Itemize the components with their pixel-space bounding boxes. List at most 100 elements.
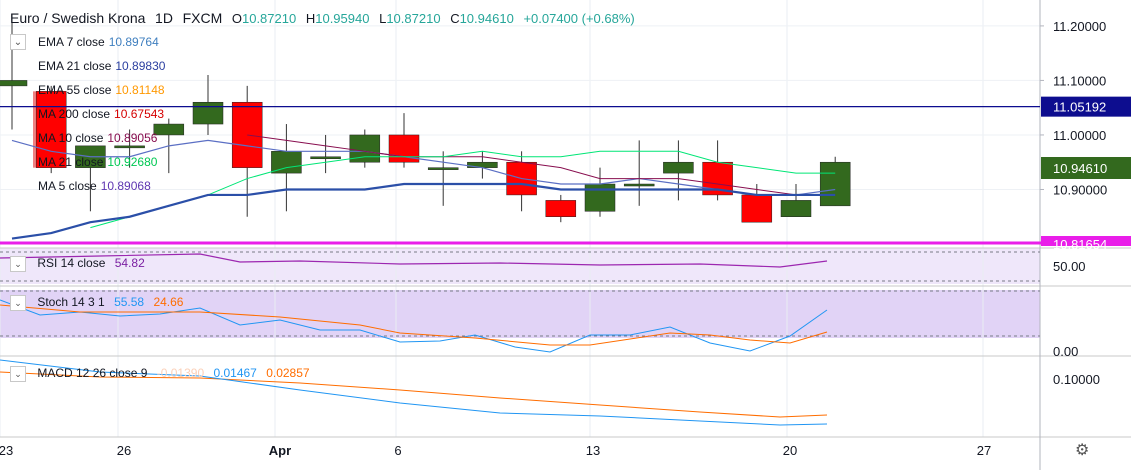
candle-body [153, 123, 185, 136]
legend-item[interactable]: MA 10 close 10.89056 [38, 131, 157, 145]
candle-body [192, 101, 224, 125]
rsi-tick-label: 50.00 [1053, 259, 1086, 274]
price-tick-label: 11.10000 [1053, 73, 1106, 88]
h-label: H [305, 11, 316, 26]
exchange: FXCM [182, 10, 223, 26]
last-price-box [1041, 157, 1131, 179]
stoch-k-line [0, 299, 828, 353]
ma10-line [247, 134, 836, 196]
candle-body [388, 134, 420, 163]
macd-collapse-button[interactable]: ⌄ [10, 366, 26, 382]
rsi-line [0, 253, 828, 268]
legend-item-value: 10.89830 [115, 59, 166, 73]
legend-item[interactable]: MA 21 close 10.92680 [38, 155, 157, 169]
candle-body [623, 183, 655, 187]
candle-body [35, 91, 67, 168]
legend-item-value: 10.89056 [107, 131, 158, 145]
interval[interactable]: 1D [155, 10, 173, 26]
stoch-legend: ⌄ Stoch 14 3 1 55.58 24.66 [10, 295, 183, 311]
macd-label[interactable]: MACD 12 26 close 9 [37, 366, 148, 381]
plot-background [0, 0, 1040, 470]
legend-item[interactable]: MA 5 close 10.89068 [38, 179, 151, 193]
rsi-collapse-button[interactable]: ⌄ [10, 256, 26, 272]
time-axis-label: 27 [977, 443, 991, 458]
candle-body [584, 183, 616, 212]
o-label: O [231, 11, 242, 26]
legend-item-label: EMA 21 close [38, 59, 112, 73]
macd-legend: ⌄ MACD 12 26 close 9 -0.01390 0.01467 0.… [10, 366, 310, 382]
candle-body [741, 194, 773, 223]
rsi-label[interactable]: RSI 14 close [37, 256, 106, 271]
change-value: +0.07400 (+0.68%) [523, 11, 635, 26]
l-label: L [379, 11, 387, 26]
legend-item-label: MA 10 close [38, 131, 104, 145]
legend-item-value: 10.89068 [100, 179, 151, 193]
stoch-d-value: 24.66 [153, 295, 184, 310]
magenta-price-box [1041, 236, 1131, 246]
symbol-name[interactable]: Euro / Swedish Krona [10, 10, 146, 26]
legend-item-value: 10.89764 [108, 35, 159, 49]
symbol-header: Euro / Swedish Krona 1D FXCM O10.87210 H… [10, 10, 635, 26]
legend-item-label: EMA 55 close [38, 83, 112, 97]
candle-body [467, 161, 498, 168]
macd-line [0, 359, 828, 426]
time-axis-label: 23 [0, 443, 13, 458]
legend-item[interactable]: EMA 7 close 10.89764 [38, 35, 159, 49]
legend-item[interactable]: EMA 21 close 10.89830 [38, 59, 165, 73]
rsi-legend: ⌄ RSI 14 close 54.82 [10, 256, 145, 272]
macd-tick-label: 0.10000 [1053, 372, 1100, 387]
time-axis-label: 6 [394, 443, 401, 458]
stoch-collapse-button[interactable]: ⌄ [10, 295, 26, 311]
legend-item-label: MA 21 close [38, 155, 104, 169]
last-price-label: 10.94610 [1053, 161, 1107, 176]
legend-item-value: 10.92680 [107, 155, 158, 169]
legend-item-label: MA 200 close [38, 107, 111, 121]
hline-price-label: 11.05192 [1053, 100, 1106, 115]
candle-body [663, 161, 694, 174]
macd-v2-value: 0.02857 [266, 366, 310, 381]
legend-item-value: 10.67543 [114, 107, 165, 121]
o-value: 10.87210 [241, 11, 297, 26]
l-value: 10.87210 [386, 11, 441, 26]
candle-body [310, 156, 341, 160]
legend-item[interactable]: EMA 55 close 10.81148 [38, 83, 165, 97]
rsi-value: 54.82 [114, 256, 145, 271]
time-axis-label: 26 [117, 443, 131, 458]
time-axis-label: 20 [783, 443, 797, 458]
rsi-band [0, 248, 1040, 284]
stoch-label[interactable]: Stoch 14 3 1 [37, 295, 105, 310]
time-axis-label: Apr [269, 443, 291, 458]
candle-body [427, 167, 459, 170]
ma21-line [90, 150, 836, 229]
time-axis-label: 13 [586, 443, 600, 458]
stoch-band [0, 290, 1040, 338]
candle-body [819, 161, 851, 207]
c-value: 10.94610 [459, 11, 514, 26]
candle-body [0, 80, 28, 87]
macd-v1-value: 0.01467 [213, 366, 257, 381]
candle-body [545, 200, 577, 217]
stoch-k-value: 55.58 [114, 295, 145, 310]
candle-body [114, 145, 145, 149]
macd-signal-line [0, 371, 828, 418]
ema7-line [11, 139, 836, 196]
legend-collapse-button[interactable]: ⌄ [10, 34, 26, 50]
legend-item-label: EMA 7 close [38, 35, 105, 49]
legend-item-label: MA 5 close [38, 179, 97, 193]
macd-hidden-value: -0.01390 [156, 366, 205, 381]
price-tick-label: 11.00000 [1053, 128, 1106, 143]
price-tick-label: 10.90000 [1053, 182, 1107, 197]
candle-body [780, 200, 812, 217]
settings-gear-icon[interactable]: ⚙ [1075, 442, 1090, 459]
c-label: C [450, 11, 460, 26]
stoch-tick-label: 0.00 [1053, 344, 1078, 359]
legend-item-value: 10.81148 [115, 83, 165, 97]
magenta-price-label: 10.81654 [1053, 237, 1107, 252]
stoch-d-line [0, 304, 828, 346]
candle-body [271, 151, 302, 174]
legend-item[interactable]: MA 200 close 10.67543 [38, 107, 164, 121]
ema21-line [11, 182, 836, 240]
hline-price-box [1041, 96, 1131, 117]
h-value: 10.95940 [315, 11, 370, 26]
